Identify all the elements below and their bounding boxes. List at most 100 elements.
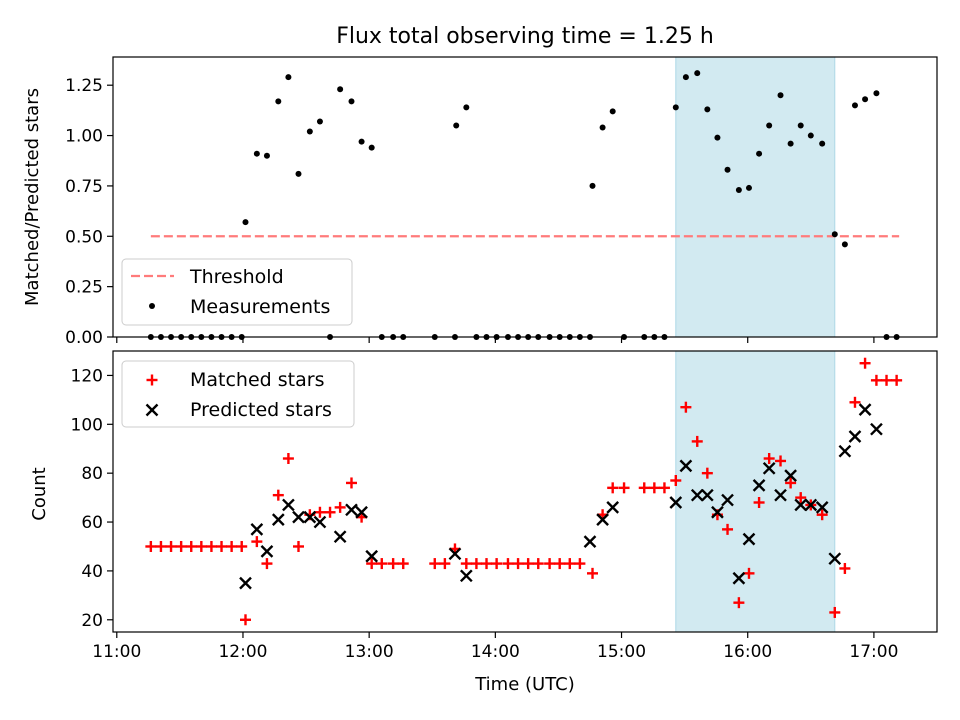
predicted-star-point-b [282,498,295,512]
measurement-point [819,140,826,147]
predicted-star-point [292,510,305,524]
predicted-star-point-b [858,403,872,416]
predicted-star-point [448,547,462,561]
predicted-star-point [345,503,358,517]
matched-star-point [195,540,207,552]
matched-star-point [532,558,544,570]
legend-measurements-swatch [149,303,155,309]
predicted-star-point-b [250,523,264,536]
matched-star-point [816,509,828,521]
count-y-tick-label: 40 [81,562,103,582]
matched-star-point [376,558,388,570]
measurement-point [242,219,249,226]
matched-star-point [839,562,851,574]
matched-star-point [829,606,841,618]
predicted-star-point [732,571,746,585]
measurement-point [841,241,848,248]
predicted-star-point [815,501,829,514]
matched-star-point [165,540,177,552]
predicted-star-point-b [448,547,462,561]
predicted-star-point [679,459,693,473]
predicted-star-point [313,515,327,529]
matched-star-point [658,482,670,494]
ratio-panel: 0.00 0.25 0.50 0.75 1.00 1.25 Matched/Predict… [22,56,938,348]
ratio-y-tick-label: 0.50 [65,227,103,247]
matched-star-point [205,540,217,552]
matched-star-point [763,453,775,465]
count-panel: 20 40 60 80 100 120 11:00 12:00 13:00 14:00 15:00… [29,350,938,695]
matched-star-point [334,501,346,513]
matched-star-point [185,540,197,552]
predicted-star-point-b [679,459,693,473]
predicted-star-point-b [669,496,683,509]
predicted-star-point-b [815,501,829,514]
matched-star-point [785,477,797,489]
matched-star-point [670,475,682,487]
predicted-star-point [711,505,724,519]
measurement-point [851,102,858,109]
count-y-tick-label: 120 [71,366,103,386]
predicted-star-point-b [365,549,379,563]
measurement-point [306,128,313,135]
matched-star-point [701,467,713,479]
predicted-star-point-b [838,444,852,458]
matched-star-point [366,558,378,570]
predicted-star-point [333,530,347,544]
ratio-y-tick-label: 0.75 [65,177,103,197]
ratio-y-tick-label: 1.25 [65,76,103,96]
matched-star-point [324,506,336,518]
matched-star-point [743,567,755,579]
predicted-star-point [804,498,818,512]
ratio-highlight-span [675,56,836,338]
measurement-point [714,134,721,141]
matched-star-point [775,455,787,467]
predicted-star-point-b [774,488,787,502]
matched-star-point [859,357,871,369]
predicted-star-point [774,488,787,502]
predicted-star-point [250,523,264,536]
count-x-tick-label: 17:00 [849,642,898,662]
count-axes-frame [112,350,938,633]
predicted-star-point [752,479,766,492]
count-y-tick-label: 100 [71,415,103,435]
measurement-point [609,108,616,115]
predicted-star-point-b [292,510,305,524]
count-y-tick-label: 20 [81,611,103,631]
predicted-star-point-b [333,530,347,544]
ratio-legend-box [121,258,353,326]
count-x-tick-label: 11:00 [92,642,141,662]
matched-star-point [522,558,534,570]
predicted-star-point [762,461,776,475]
predicted-star-point-b [690,488,704,502]
matched-star-point [795,492,807,504]
predicted-star-point-b [239,576,252,590]
measurement-point [253,150,260,157]
count-y-axis-label: Count [29,467,50,520]
ratio-y-tick-label: 0.25 [65,278,103,298]
predicted-star-point-b [752,479,766,492]
measurement-point [358,138,365,145]
matched-star-point [261,558,273,570]
measurement-point [766,122,773,129]
measurement-point [777,92,784,99]
predicted-star-point [596,513,609,526]
measurement-point [807,132,814,139]
measurement-point [368,144,375,151]
count-plot-frame [112,350,938,633]
predicted-star-point-b [870,422,883,436]
predicted-star-point [606,501,620,514]
measurement-point [756,150,763,157]
predicted-star-point [794,498,808,512]
predicted-star-point [365,549,379,563]
predicted-star-point-b [313,515,327,529]
count-x-tick-label: 13:00 [345,642,394,662]
ratio-legend: Threshold Measurements [121,258,353,326]
matched-stars-points [145,357,903,626]
predicted-star-point-b [784,469,797,482]
ratio-observing-span [675,56,836,338]
measurement-point [831,231,838,238]
predicted-star-point [303,510,317,524]
count-x-tick-label: 14:00 [471,642,520,662]
legend-predicted-swatch-b [145,403,159,417]
